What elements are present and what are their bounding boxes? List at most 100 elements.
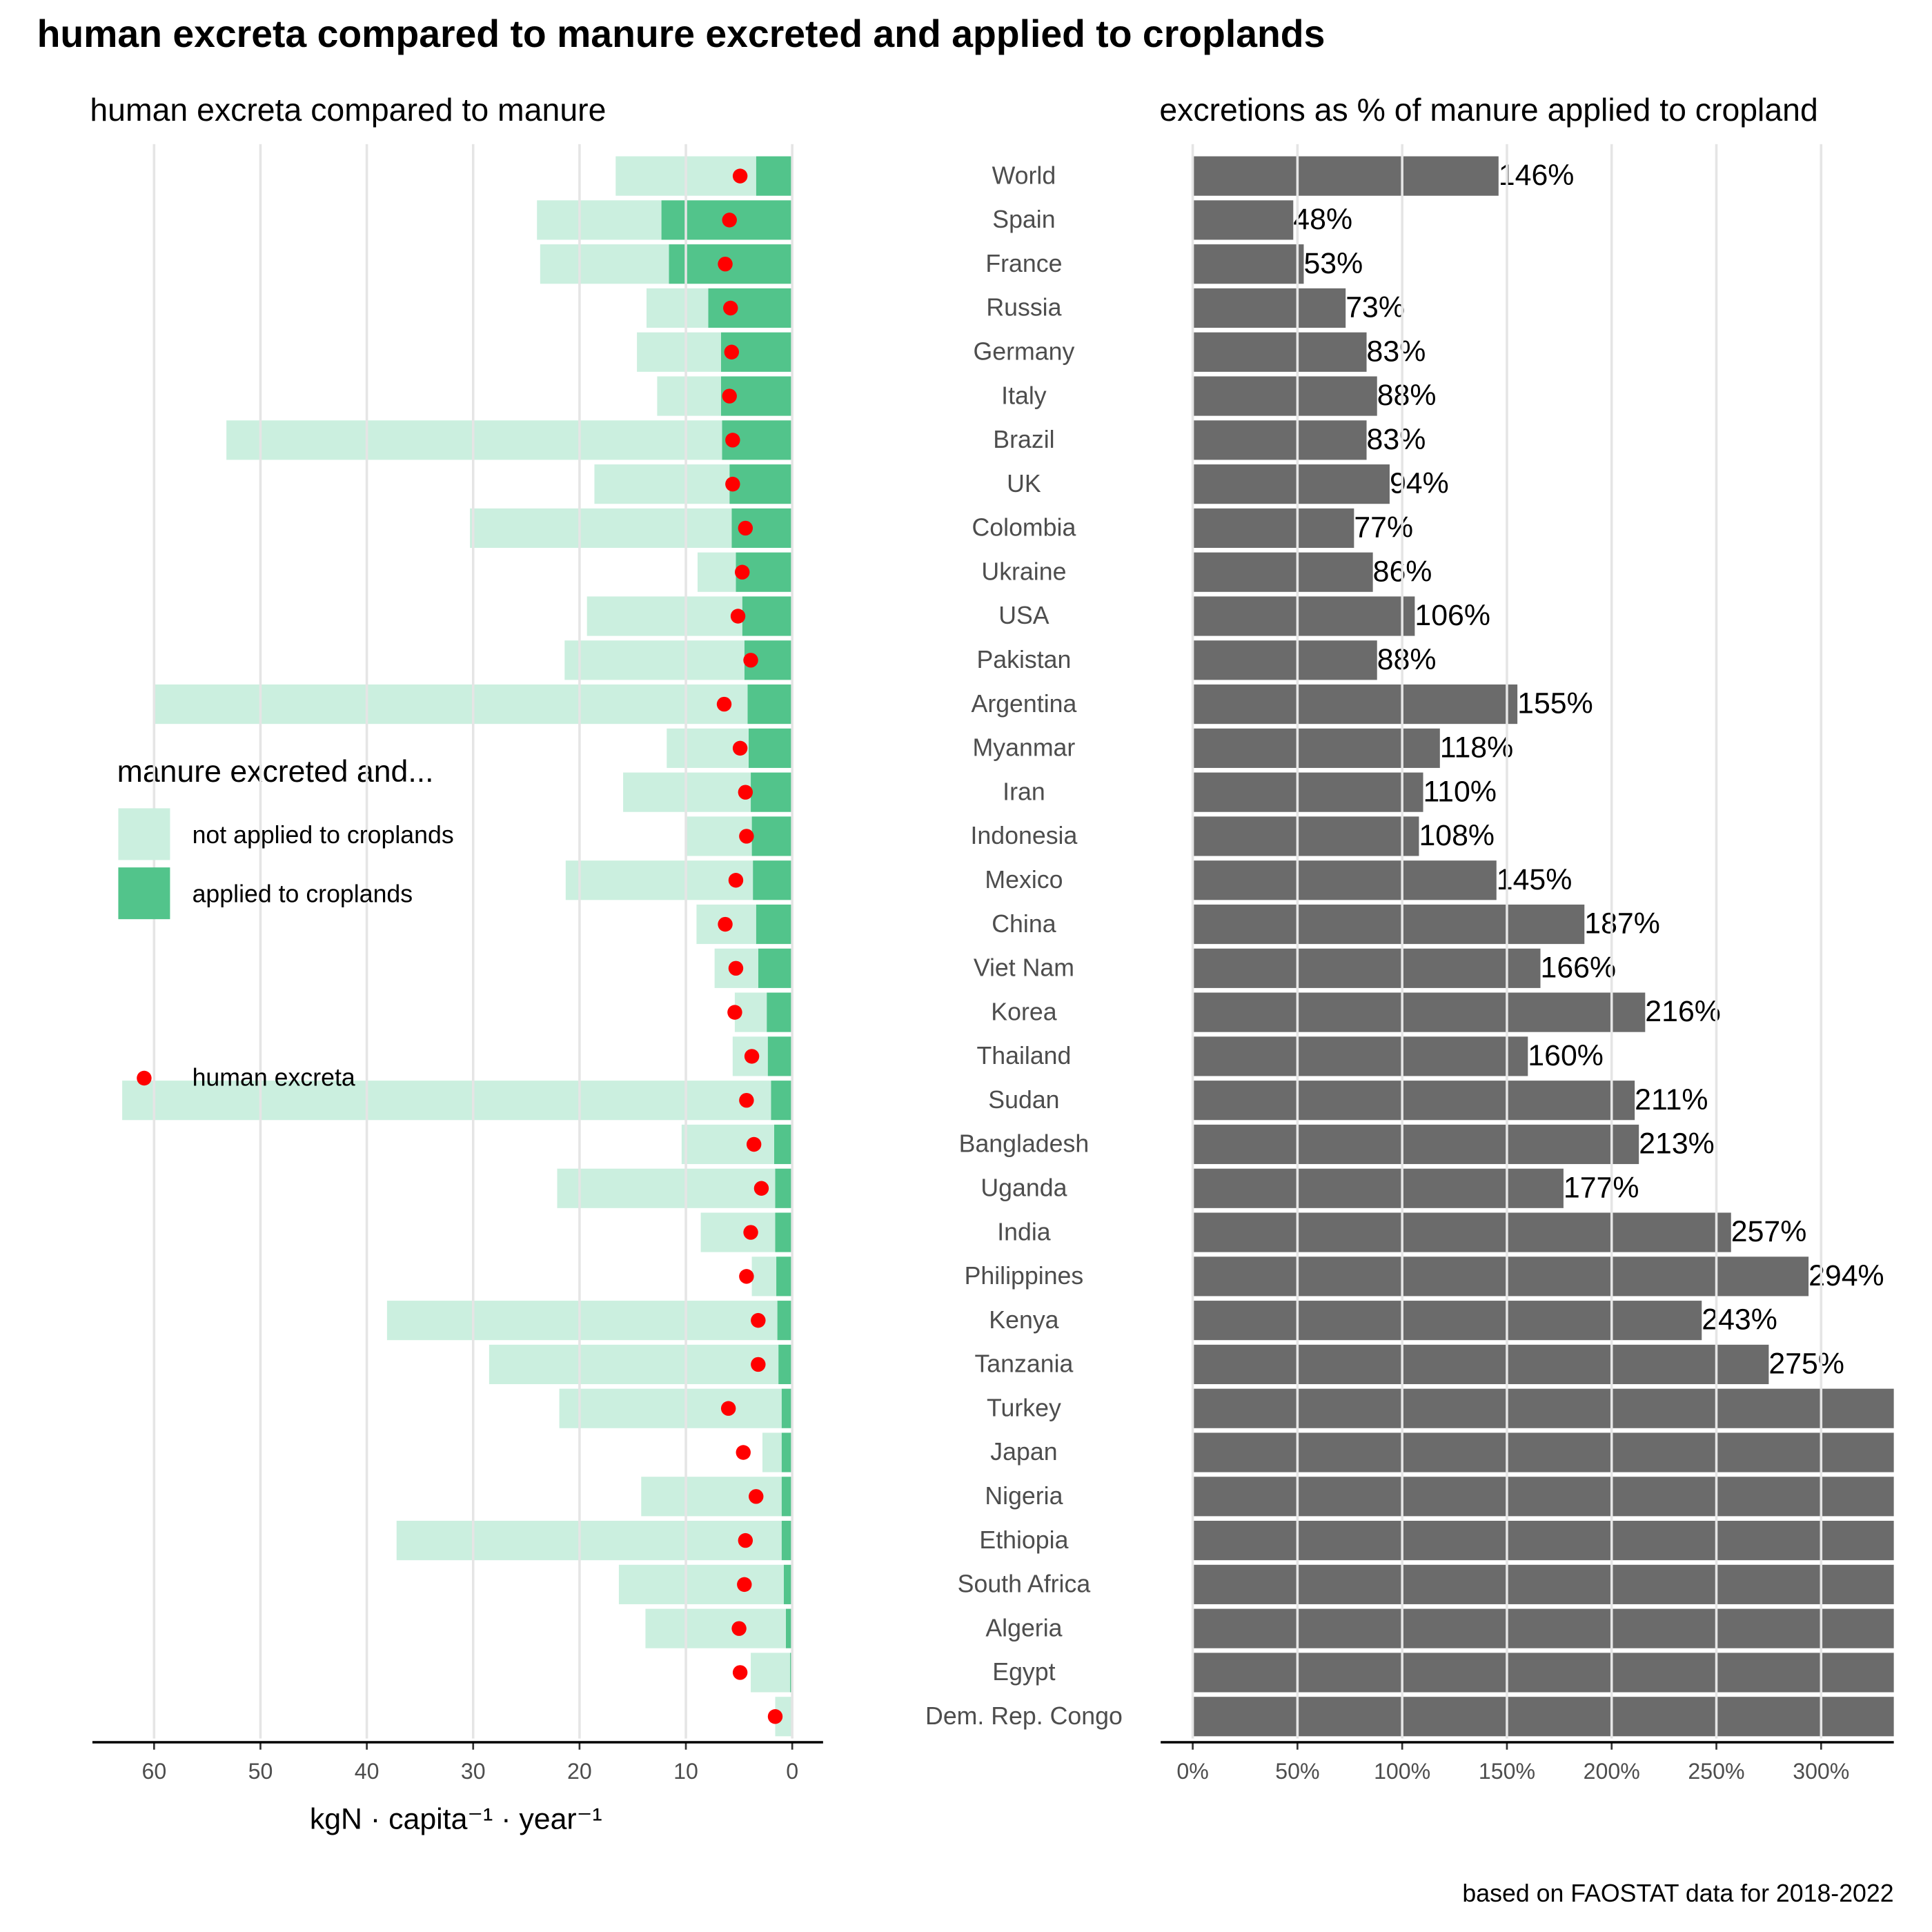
x-tick-label: 30 [461, 1759, 486, 1784]
bar [1192, 1081, 1635, 1121]
value-label: 108% [1419, 819, 1495, 852]
bar-segment [753, 860, 793, 900]
bar-segment [756, 904, 793, 945]
point [736, 1445, 751, 1460]
point [725, 433, 740, 448]
bar [1192, 860, 1497, 900]
bar-segment [775, 1212, 793, 1252]
value-label: 83% [1367, 423, 1426, 456]
bar [1192, 1344, 1769, 1385]
value-label: 257% [1731, 1215, 1807, 1248]
value-label: 155% [1517, 687, 1593, 720]
right-subtitle: excretions as % of manure applied to cro… [1159, 92, 1817, 128]
category-label: South Africa [958, 1570, 1091, 1598]
point [730, 609, 746, 624]
category-label: Pakistan [976, 646, 1071, 673]
category-label: Bangladesh [959, 1130, 1090, 1158]
bar [1192, 552, 1373, 592]
point [751, 1312, 766, 1328]
bar-segment [708, 288, 793, 328]
category-label: Algeria [985, 1614, 1062, 1642]
bar-segment [778, 1344, 793, 1385]
value-label: 275% [1768, 1348, 1844, 1381]
value-label: 213% [1639, 1127, 1715, 1161]
category-label: Indonesia [971, 822, 1078, 849]
bar [1192, 904, 1585, 945]
left-plot [122, 156, 793, 1737]
category-label: Spain [992, 206, 1055, 233]
point [734, 564, 750, 580]
bar-segment [697, 552, 736, 592]
bar [1192, 684, 1518, 724]
point [718, 256, 733, 272]
bar-segment [646, 288, 709, 328]
bar-segment [771, 1081, 793, 1121]
category-label: Viet Nam [974, 954, 1074, 982]
legend-label: human excreta [193, 1064, 355, 1092]
bar [1192, 420, 1367, 460]
value-label: 145% [1497, 863, 1573, 896]
category-label: Italy [1001, 382, 1047, 409]
category-label: Brazil [993, 426, 1054, 453]
legend-label: applied to croplands [193, 880, 413, 908]
category-label: Kenya [989, 1306, 1058, 1334]
bar-segment [751, 816, 793, 856]
legend-label: not applied to croplands [193, 821, 454, 849]
category-label: World [992, 161, 1056, 189]
bar-segment [565, 860, 753, 900]
bar [1192, 992, 1646, 1032]
bar-segment [564, 640, 745, 680]
point [716, 696, 732, 712]
bar-segment [470, 508, 732, 548]
bar-segment [540, 244, 669, 284]
x-tick-label: 150% [1479, 1759, 1535, 1784]
x-tick-label: 50 [248, 1759, 273, 1784]
bar [1192, 508, 1354, 548]
value-label: 88% [1377, 643, 1437, 676]
category-label: Argentina [972, 690, 1077, 718]
category-label: Egypt [992, 1658, 1055, 1686]
value-label: 48% [1293, 203, 1352, 236]
bar-segment [785, 1608, 793, 1648]
category-label: Dem. Rep. Congo [925, 1702, 1123, 1730]
point [767, 1709, 783, 1724]
bar-segment [618, 1564, 784, 1604]
bar [1192, 1036, 1528, 1076]
category-label: USA [998, 602, 1049, 629]
category-label: Korea [991, 998, 1056, 1025]
bar-segment [781, 1477, 793, 1517]
x-tick-label: 50% [1275, 1759, 1319, 1784]
bar-segment [747, 684, 793, 724]
category-label: Japan [990, 1438, 1057, 1466]
x-tick-label: 20 [567, 1759, 592, 1784]
point [731, 1621, 747, 1636]
bar-segment [781, 1521, 793, 1561]
bar [1192, 288, 1346, 328]
point [743, 1225, 758, 1240]
category-label: France [985, 250, 1062, 277]
value-label: 118% [1440, 731, 1513, 764]
value-label: 83% [1367, 335, 1426, 368]
bar-segment [489, 1344, 779, 1385]
point [744, 1049, 760, 1064]
point [738, 520, 753, 536]
bar-segment [559, 1388, 782, 1428]
bar-segment [751, 1256, 777, 1297]
bar-segment [748, 728, 793, 768]
category-label: Russia [986, 294, 1061, 322]
bar-segment [122, 1081, 771, 1121]
bar-segment [657, 376, 721, 416]
point [732, 740, 748, 756]
point [739, 1092, 754, 1108]
bar [1192, 332, 1367, 372]
bar-segment [767, 1036, 793, 1076]
category-label: Tanzania [974, 1350, 1073, 1378]
category-label: Colombia [972, 514, 1076, 542]
point [725, 476, 740, 492]
bar [1192, 1256, 1809, 1297]
x-tick-label: 250% [1688, 1759, 1744, 1784]
bar [1192, 1564, 1894, 1604]
x-tick-label: 0 [786, 1759, 798, 1784]
category-label: Nigeria [985, 1482, 1063, 1510]
point [732, 168, 748, 184]
